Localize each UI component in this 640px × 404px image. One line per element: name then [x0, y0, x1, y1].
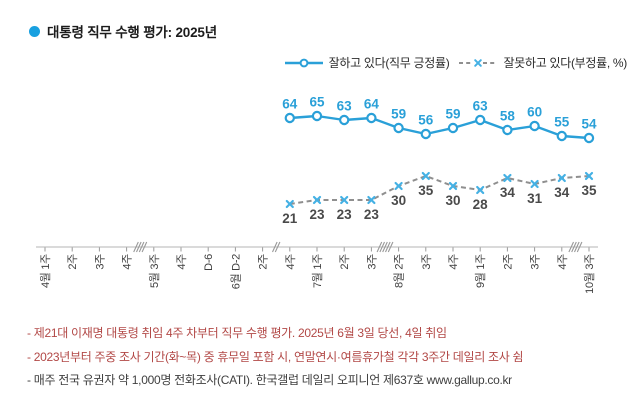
- data-point-label: 23: [364, 207, 380, 222]
- legend-label-positive: 잘하고 있다(직무 긍정률): [328, 56, 450, 70]
- x-tick-label: 2주: [502, 254, 514, 270]
- footnotes-block: - 제21대 이재명 대통령 취임 4주 차부터 직무 수행 평가. 2025년…: [27, 322, 627, 393]
- data-point-label: 35: [581, 183, 597, 198]
- data-point-label: 60: [527, 105, 542, 120]
- solid-line-circle-marker-icon: [284, 58, 323, 67]
- data-point-label: 23: [337, 207, 353, 222]
- data-point-label: 35: [418, 183, 434, 198]
- data-point-label: 59: [391, 107, 406, 122]
- x-tick-label: 3주: [366, 254, 378, 270]
- title-bullet-icon: [29, 25, 40, 37]
- series-positive: 64 65 63 64 59 56 59 63 58 60 55 54: [282, 95, 597, 144]
- axis-break-marks: [133, 241, 583, 253]
- data-point-label: 63: [473, 99, 489, 114]
- x-tick-label: 5월 3주: [148, 254, 161, 288]
- dashed-line-x-marker-icon: [459, 58, 498, 67]
- footnote: - 제21대 이재명 대통령 취임 4주 차부터 직무 수행 평가. 2025년…: [27, 326, 447, 340]
- x-tick-label: D-6: [203, 254, 215, 271]
- data-point-label: 34: [554, 185, 570, 200]
- x-tick-label: 10월 3주: [583, 254, 596, 294]
- data-point-label: 30: [445, 193, 460, 208]
- x-tick-label: 4주: [122, 254, 134, 270]
- page-title: 대통령 직무 수행 평가: 2025년: [47, 25, 217, 40]
- x-tick-label: 8월 2주: [393, 254, 406, 288]
- data-point-label: 55: [554, 115, 570, 130]
- legend-label-negative: 잘못하고 있다(부정률, %): [503, 56, 627, 70]
- data-point-label: 54: [581, 117, 597, 132]
- x-tick-label: 4주: [448, 254, 460, 270]
- data-point-label: 63: [337, 99, 353, 114]
- data-point-label: 28: [473, 197, 489, 212]
- x-tick-label: 2주: [258, 254, 270, 270]
- data-point-label: 34: [500, 185, 516, 200]
- data-point-label: 65: [309, 95, 325, 110]
- x-tick-label: 4주: [285, 254, 297, 270]
- x-tick-label: 7월 1주: [311, 254, 324, 288]
- x-tick-label: 9월 1주: [474, 254, 487, 288]
- x-tick-label: 4주: [176, 254, 188, 270]
- x-axis-ticks-and-labels: 4월 1주 2주 3주 4주 5월 3주 4주 D-6 6월 D-2 2주 4주 7월 1주 2주 3주…: [39, 247, 596, 294]
- x-tick-label: 6월 D-2: [229, 254, 242, 289]
- x-tick-label: 3주: [530, 254, 542, 270]
- x-tick-label: 2주: [67, 254, 79, 270]
- x-tick-label: 2주: [339, 254, 351, 270]
- legend-item-positive: 잘하고 있다(직무 긍정률): [284, 54, 450, 71]
- data-point-label: 30: [391, 193, 406, 208]
- data-point-label: 59: [445, 107, 460, 122]
- x-tick-label: 3주: [421, 254, 433, 270]
- x-tick-label: 3주: [94, 254, 106, 270]
- data-point-label: 21: [282, 211, 298, 226]
- series-negative: 21 23 23 23 30 35 30 28 34 31 34 35: [282, 171, 597, 226]
- footnote: - 매주 전국 유권자 약 1,000명 전화조사(CATI). 한국갤럽 데일…: [27, 373, 512, 387]
- data-point-label: 56: [418, 113, 434, 128]
- x-tick-label: 4주: [557, 254, 569, 270]
- footnote: - 2023년부터 주중 조사 기간(화~목) 중 휴무일 포함 시, 연말연시…: [27, 349, 524, 364]
- data-point-label: 64: [364, 97, 380, 112]
- x-tick-label: 4월 1주: [39, 254, 52, 288]
- data-point-label: 23: [309, 207, 325, 222]
- data-point-label: 64: [282, 97, 298, 112]
- data-point-label: 58: [500, 109, 516, 124]
- chart-legend: 잘하고 있다(직무 긍정률) 잘못하고 있다(부정률, %): [284, 54, 627, 71]
- chart-title-row: 대통령 직무 수행 평가: 2025년: [29, 21, 217, 41]
- data-point-label: 31: [527, 191, 543, 206]
- legend-item-negative: 잘못하고 있다(부정률, %): [458, 54, 627, 71]
